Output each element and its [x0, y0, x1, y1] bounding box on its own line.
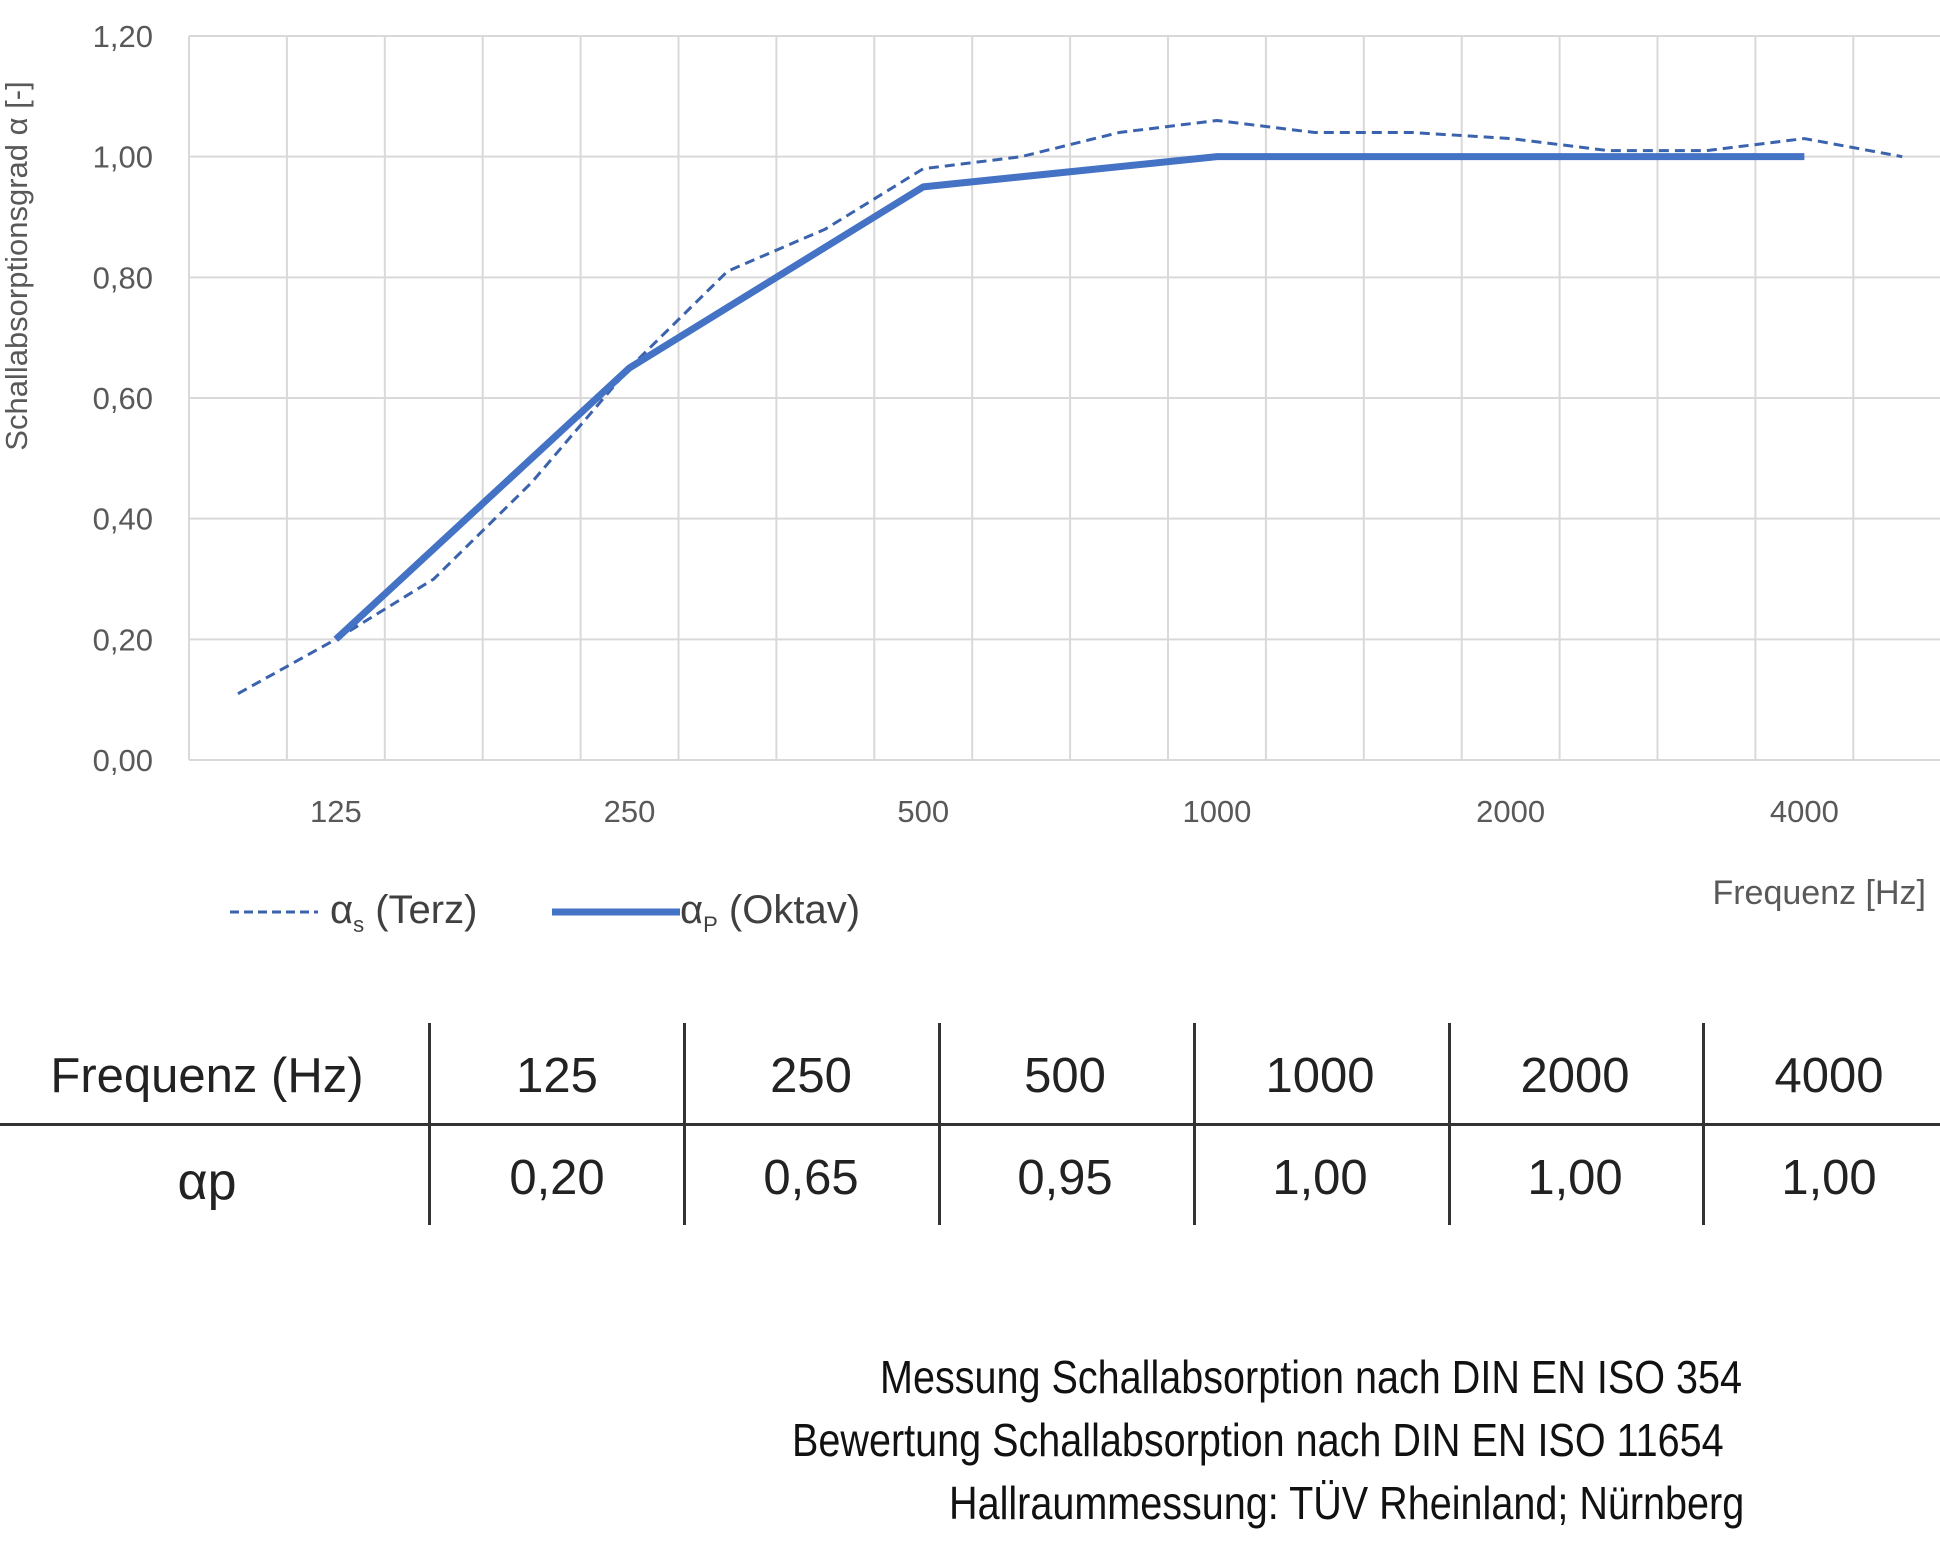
- table-value-cell: 1,00: [1272, 1151, 1368, 1205]
- footer-lab-note: Hallraummessung: TÜV Rheinland; Nürnberg: [949, 1477, 1745, 1529]
- table-column-divider: [428, 1023, 431, 1225]
- table-value-cell: 0,65: [763, 1151, 859, 1205]
- table-column-divider: [683, 1023, 686, 1225]
- footer-measurement-note: Messung Schallabsorption nach DIN EN ISO…: [880, 1351, 1742, 1403]
- table-frequency-cell: 1000: [1265, 1049, 1375, 1103]
- legend-item-terz: αs (Terz): [330, 888, 477, 938]
- x-axis-title: Frequenz [Hz]: [1712, 874, 1926, 912]
- table-value-cell: 0,95: [1017, 1151, 1113, 1205]
- legend-oktav-label: (Oktav): [717, 888, 861, 932]
- table-column-divider: [1448, 1023, 1451, 1225]
- x-tick-label: 1000: [1182, 794, 1251, 829]
- y-tick-label: 0,40: [93, 502, 153, 537]
- table-frequency-cell: 250: [770, 1049, 852, 1103]
- x-tick-label: 250: [604, 794, 656, 829]
- x-tick-label: 2000: [1476, 794, 1545, 829]
- table-row-label: αp: [177, 1153, 237, 1211]
- table-frequency-cell: 500: [1024, 1049, 1106, 1103]
- x-tick-label: 500: [897, 794, 949, 829]
- legend-oktav-alpha: α: [680, 888, 704, 932]
- legend-terz-label: (Terz): [364, 888, 478, 932]
- table-frequency-cell: 2000: [1520, 1049, 1630, 1103]
- table-column-divider: [1193, 1023, 1196, 1225]
- legend-solid-line-swatch: [552, 908, 680, 916]
- table-value-cell: 1,00: [1781, 1151, 1877, 1205]
- y-tick-label: 0,60: [93, 381, 153, 416]
- table-frequency-cell: 125: [516, 1049, 598, 1103]
- legend-terz-alpha: α: [330, 888, 354, 932]
- table-value-cell: 0,20: [509, 1151, 605, 1205]
- oktav-series-line: [333, 153, 1805, 642]
- table-divider: [0, 1123, 1940, 1126]
- legend-item-oktav: αP (Oktav): [680, 888, 860, 938]
- y-tick-label: 0,00: [93, 743, 153, 778]
- table-frequency-cell: 4000: [1774, 1049, 1884, 1103]
- legend-dashed-line-swatch: [230, 910, 318, 914]
- y-tick-label: 1,00: [93, 140, 153, 175]
- legend-oktav-sub: P: [703, 912, 718, 937]
- terz-series-line: [237, 118, 1903, 695]
- table-column-divider: [938, 1023, 941, 1225]
- table-value-cell: 1,00: [1527, 1151, 1623, 1205]
- table-header-label: Frequenz (Hz): [50, 1049, 364, 1103]
- x-tick-label: 125: [310, 794, 362, 829]
- footer-evaluation-note: Bewertung Schallabsorption nach DIN EN I…: [792, 1414, 1724, 1466]
- x-tick-label: 4000: [1770, 794, 1839, 829]
- table-column-divider: [1702, 1023, 1705, 1225]
- absorption-chart: 0,00 0,20 0,40 0,60 0,80 1,00 1,20 125 250 500 100…: [93, 19, 1940, 829]
- y-tick-label: 1,20: [93, 19, 153, 54]
- y-tick-label: 0,20: [93, 622, 153, 657]
- y-axis-title: Schallabsorptionsgrad α [-]: [0, 81, 34, 451]
- legend-terz-sub: s: [353, 912, 365, 937]
- y-tick-label: 0,80: [93, 260, 153, 295]
